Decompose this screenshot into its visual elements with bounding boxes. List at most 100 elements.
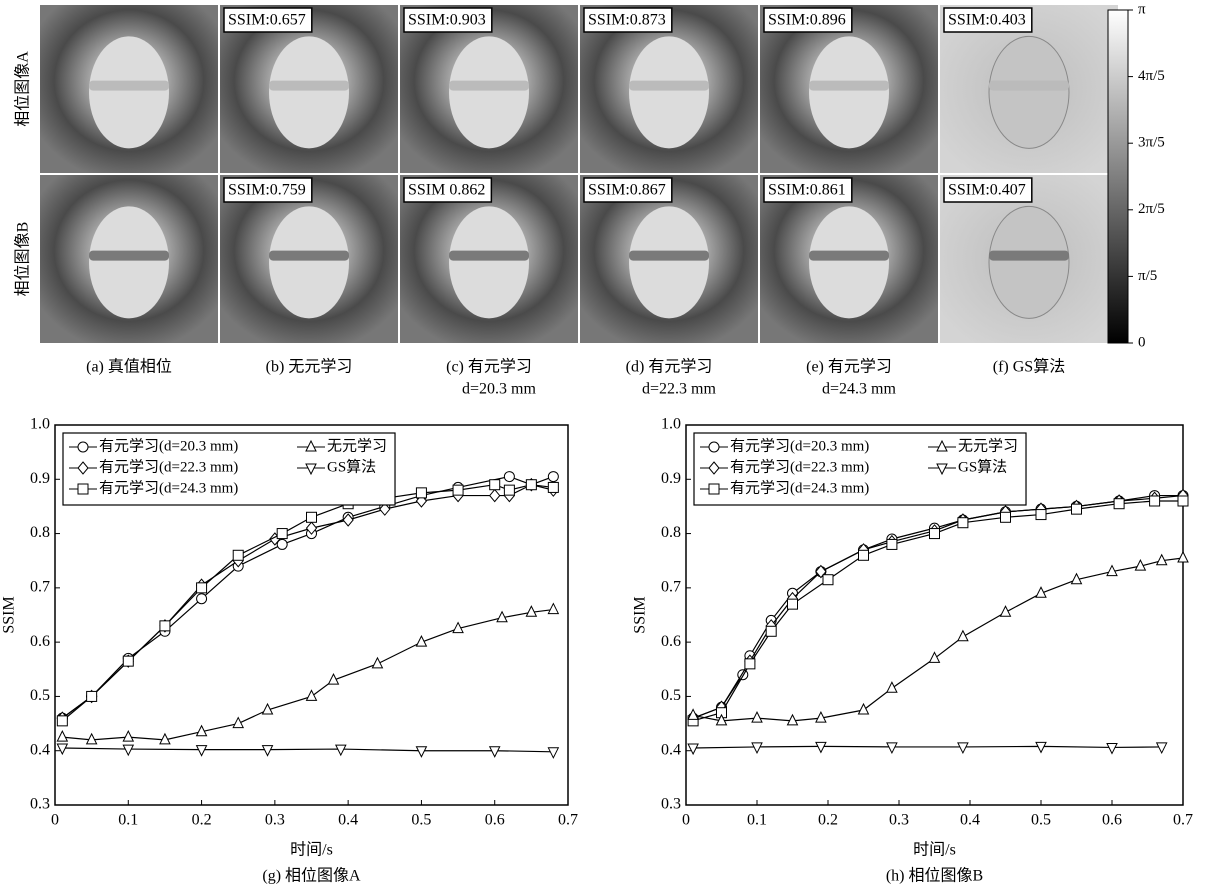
marker xyxy=(687,743,699,756)
marker xyxy=(1035,586,1047,598)
x-tick-label: 0.2 xyxy=(192,812,212,829)
y-tick-label: 0.5 xyxy=(661,687,681,704)
marker xyxy=(525,605,538,617)
marker xyxy=(708,483,720,495)
marker xyxy=(786,713,799,726)
marker xyxy=(1155,742,1168,755)
eye-band xyxy=(809,250,889,261)
x-tick-label: 0.7 xyxy=(1173,812,1193,829)
marker xyxy=(489,488,501,503)
label-box xyxy=(583,7,673,33)
y-tick-label: 0.9 xyxy=(661,470,681,487)
y-tick-label: 0.8 xyxy=(661,524,681,541)
marker xyxy=(77,441,89,453)
face xyxy=(988,35,1070,149)
colorbar-label: π/5 xyxy=(1138,268,1157,284)
marker xyxy=(751,711,763,723)
x-axis-label: 时间/s xyxy=(290,841,333,859)
colorbar-label: π xyxy=(1138,1,1146,17)
eye-band xyxy=(989,250,1069,261)
marker xyxy=(936,439,948,452)
eye-band xyxy=(89,250,169,261)
marker xyxy=(1035,741,1047,754)
x-tick-label: 0.5 xyxy=(411,812,431,829)
plot-frame xyxy=(54,424,569,806)
legend-label: 有元学习(d=24.3 mm) xyxy=(730,479,869,496)
marker xyxy=(196,582,208,594)
x-tick-label: 0 xyxy=(51,812,59,829)
marker xyxy=(936,463,948,476)
legend-label: 有元学习(d=20.3 mm) xyxy=(99,437,238,454)
marker xyxy=(815,741,827,754)
row-label: 相位图像B xyxy=(14,222,32,297)
legend-label: 有元学习(d=20.3 mm) xyxy=(730,437,869,454)
y-tick-label: 0.8 xyxy=(30,524,50,541)
ssim-label: SSIM:0.403 xyxy=(948,12,1026,29)
marker xyxy=(957,517,969,529)
y-tick-label: 0.6 xyxy=(30,633,50,650)
face xyxy=(269,36,349,149)
marker xyxy=(195,745,208,757)
marker xyxy=(1070,572,1083,585)
label-box xyxy=(943,177,1033,203)
colorbar-label: 2π/5 xyxy=(1138,201,1165,217)
y-tick-label: 0.4 xyxy=(30,741,50,758)
marker xyxy=(489,479,501,491)
marker xyxy=(371,656,384,669)
eye-band xyxy=(269,250,349,261)
marker xyxy=(957,629,969,642)
marker xyxy=(159,732,171,745)
marker xyxy=(122,730,135,742)
face xyxy=(269,206,349,319)
marker xyxy=(1035,509,1047,521)
y-tick-label: 0.3 xyxy=(661,796,681,813)
marker xyxy=(1149,495,1161,507)
x-tick-label: 0.3 xyxy=(265,812,285,829)
row-label: 相位图像A xyxy=(14,51,32,127)
label-box xyxy=(223,177,313,203)
marker xyxy=(815,711,827,723)
legend-box xyxy=(62,432,396,506)
series-line xyxy=(61,484,554,722)
y-tick-label: 0.9 xyxy=(30,470,50,487)
face xyxy=(449,36,529,149)
y-tick-label: 1.0 xyxy=(30,416,50,433)
caption: (e) 有元学习 xyxy=(806,358,892,376)
marker xyxy=(1106,564,1118,577)
y-tick-label: 1.0 xyxy=(661,416,681,433)
label-box xyxy=(763,177,853,203)
caption: (g) 相位图像A xyxy=(262,867,361,885)
colorbar-label: 4π/5 xyxy=(1138,68,1165,84)
face xyxy=(809,36,889,149)
marker xyxy=(547,747,560,759)
series-line xyxy=(693,745,1162,749)
ssim-label: SSIM:0.657 xyxy=(228,12,306,29)
marker xyxy=(305,439,317,452)
marker xyxy=(708,441,720,453)
x-tick-label: 0.1 xyxy=(118,812,138,829)
colorbar-label: 0 xyxy=(1138,334,1146,350)
colorbar xyxy=(1107,9,1129,344)
y-axis-label: SSIM xyxy=(632,596,649,633)
series-line xyxy=(692,557,1184,722)
marker xyxy=(452,484,464,496)
marker xyxy=(276,528,288,540)
eye-band xyxy=(89,80,169,91)
legend-label: 有元学习(d=22.3 mm) xyxy=(730,458,869,475)
x-tick-label: 0.3 xyxy=(889,812,909,829)
legend-box xyxy=(693,432,1027,506)
label-box xyxy=(403,7,493,33)
x-tick-label: 0.7 xyxy=(558,812,578,829)
marker xyxy=(159,620,171,632)
x-tick-label: 0.6 xyxy=(1102,812,1122,829)
label-box xyxy=(943,7,1033,33)
y-tick-label: 0.3 xyxy=(30,796,50,813)
x-tick-label: 0.5 xyxy=(1031,812,1051,829)
label-box xyxy=(223,7,313,33)
caption-sub: d=24.3 mm xyxy=(822,381,896,398)
marker xyxy=(1106,742,1118,755)
marker xyxy=(122,744,135,757)
colorbar-label: 3π/5 xyxy=(1138,135,1165,151)
marker xyxy=(77,483,89,495)
